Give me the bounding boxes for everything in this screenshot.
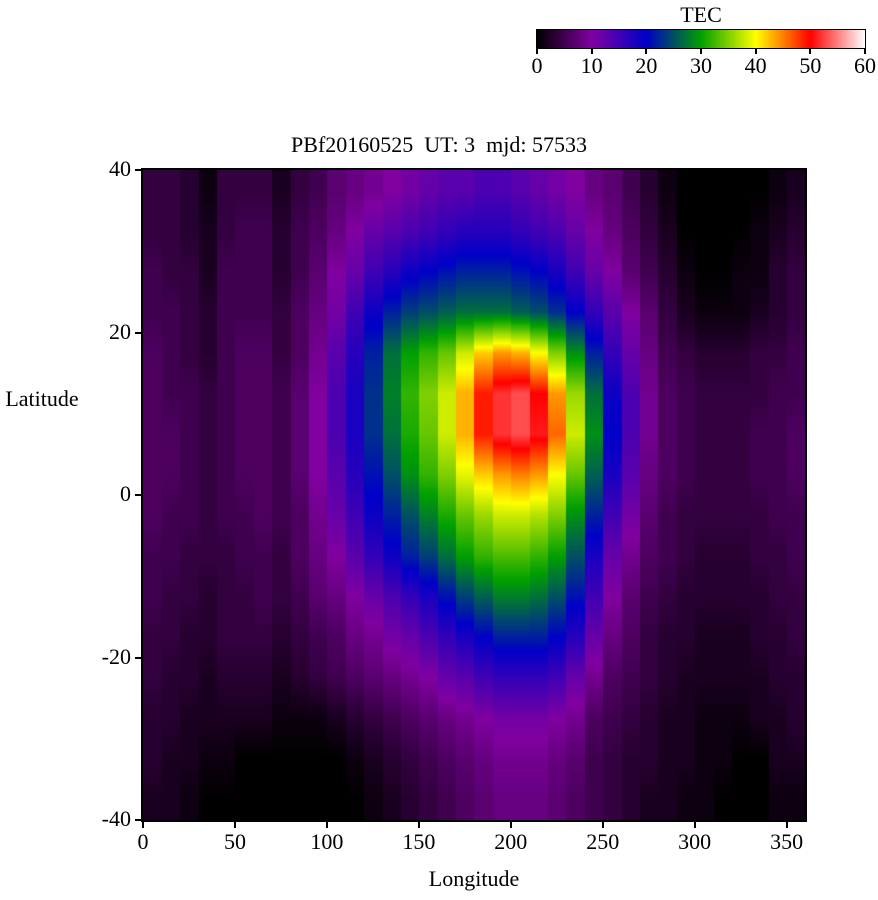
x-tick-mark	[693, 822, 696, 828]
plot-title: PBf20160525 UT: 3 mjd: 57533	[291, 132, 587, 157]
x-tick-label: 150	[402, 829, 436, 854]
y-axis-label: Latitude	[5, 386, 79, 411]
colorbar-tick-label: 0	[531, 53, 543, 78]
y-tick-label: -20	[101, 643, 131, 669]
colorbar-gradient-canvas	[537, 30, 865, 48]
colorbar-tick-label: 50	[799, 53, 822, 78]
colorbar	[536, 29, 866, 49]
colorbar-tick-mark	[590, 49, 593, 54]
x-tick-mark	[325, 822, 328, 828]
colorbar-tick-label: 60	[854, 53, 876, 78]
tec-heatmap-canvas	[143, 170, 805, 820]
plot-area	[141, 168, 807, 822]
x-tick-mark	[142, 822, 144, 828]
colorbar-tick-label: 40	[744, 53, 767, 78]
y-tick-mark	[135, 331, 141, 334]
x-tick-label: 100	[310, 829, 344, 854]
colorbar-tick-mark	[700, 49, 702, 54]
y-tick-label: -40	[101, 806, 131, 831]
colorbar-tick-label: 30	[690, 53, 712, 78]
colorbar-tick-mark	[645, 49, 648, 54]
x-tick-label: 250	[586, 829, 620, 854]
colorbar-title: TEC	[680, 2, 722, 27]
x-tick-label: 50	[223, 829, 246, 854]
y-tick-label: 20	[109, 318, 131, 344]
x-tick-label: 300	[678, 829, 712, 854]
colorbar-tick-mark	[536, 49, 538, 54]
x-tick-mark	[509, 822, 512, 828]
colorbar-tick-mark	[809, 49, 812, 54]
y-tick-label: 0	[120, 481, 131, 506]
x-tick-mark	[785, 822, 788, 828]
x-tick-mark	[417, 822, 420, 828]
y-tick-mark	[135, 494, 141, 496]
colorbar-tick-mark	[864, 49, 866, 54]
colorbar-tick-label: 10	[580, 53, 603, 78]
y-tick-mark	[135, 656, 141, 659]
y-tick-mark	[135, 169, 141, 171]
x-tick-mark	[233, 822, 236, 828]
colorbar-tick-mark	[754, 49, 757, 54]
x-tick-mark	[601, 822, 604, 828]
x-tick-label: 0	[137, 829, 149, 854]
x-tick-label: 350	[770, 829, 804, 854]
colorbar-tick-label: 20	[635, 53, 658, 78]
y-tick-mark	[135, 819, 141, 821]
x-axis-label: Longitude	[428, 866, 520, 891]
y-tick-label: 40	[109, 156, 131, 181]
x-tick-label: 200	[494, 829, 528, 854]
